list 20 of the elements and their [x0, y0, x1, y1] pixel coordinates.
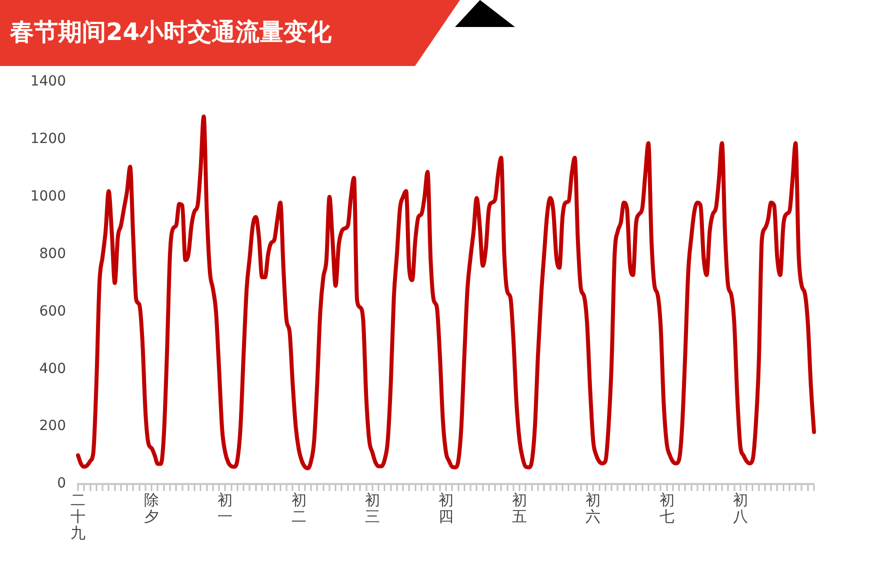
x-tick-label: 初六 — [586, 491, 601, 526]
x-tick-label: 初四 — [438, 491, 454, 526]
x-tick-label: 初二 — [291, 491, 306, 526]
y-tick-label: 600 — [39, 303, 66, 320]
y-tick-label: 200 — [39, 418, 66, 434]
x-tick-label: 初三 — [364, 491, 380, 526]
x-tick-label: 除夕 — [144, 491, 160, 526]
x-tick-label: 初七 — [659, 491, 674, 526]
line-series — [76, 114, 816, 470]
y-tick-label: 1200 — [30, 131, 66, 148]
y-tick-label: 1400 — [30, 74, 66, 90]
y-tick-label: 0 — [57, 476, 66, 492]
y-tick-label: 400 — [39, 360, 66, 377]
x-tick-label: 二十九 — [70, 491, 86, 542]
y-tick-label: 800 — [39, 246, 66, 262]
chart-title: 春节期间24小时交通流量变化 — [10, 17, 332, 48]
x-tick-label: 初五 — [512, 491, 528, 526]
x-tick-label: 初一 — [218, 491, 233, 526]
y-tick-label: 1000 — [30, 188, 66, 204]
x-tick-label: 初八 — [732, 491, 748, 526]
